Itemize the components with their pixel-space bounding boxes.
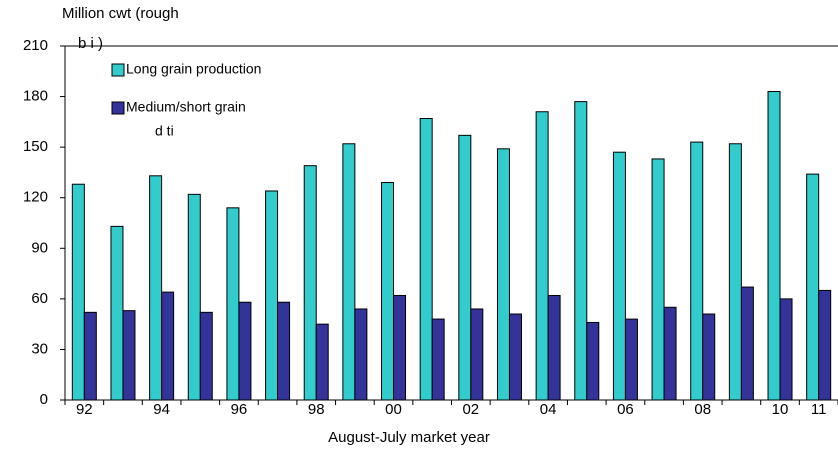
bar	[574, 101, 588, 401]
bar	[740, 286, 754, 401]
y-axis-title-line2: b i )	[78, 35, 103, 52]
y-tick-label: 180	[23, 88, 48, 105]
bar	[393, 294, 407, 401]
bar	[265, 190, 279, 401]
bar	[71, 183, 85, 401]
bar	[728, 143, 742, 401]
bar	[535, 111, 549, 401]
x-tick-label: 08	[694, 401, 711, 418]
bar	[110, 225, 124, 401]
x-tick-label: 94	[153, 401, 170, 418]
x-tick-label: 00	[385, 401, 402, 418]
legend-label: Long grain production	[126, 61, 261, 77]
bar	[702, 313, 716, 401]
y-tick-label: 150	[23, 138, 48, 155]
bar	[303, 165, 317, 401]
bar	[238, 301, 252, 401]
bar	[277, 301, 291, 401]
bar	[354, 308, 368, 401]
x-tick-label: 04	[540, 401, 557, 418]
bar	[431, 318, 445, 401]
bar	[458, 134, 472, 401]
bar	[496, 148, 510, 401]
legend-overflow: d ti	[155, 123, 174, 139]
x-tick-label: 92	[76, 401, 93, 418]
y-tick-label: 210	[23, 37, 48, 54]
bar	[161, 291, 175, 401]
bar	[624, 318, 638, 401]
x-tick-label: 06	[617, 401, 634, 418]
bar	[83, 311, 97, 401]
bar	[381, 182, 395, 401]
x-tick-label: 11	[811, 401, 827, 418]
bar	[767, 91, 781, 401]
bar	[651, 158, 665, 401]
bar	[315, 323, 329, 401]
bar	[690, 141, 704, 401]
bar	[419, 117, 433, 401]
x-tick-label: 10	[772, 401, 789, 418]
bar	[342, 143, 356, 401]
bar	[663, 306, 677, 401]
y-tick-label: 90	[31, 239, 48, 256]
bar	[612, 151, 626, 401]
bar	[508, 313, 522, 401]
bar	[586, 321, 600, 401]
legend-swatch	[111, 63, 125, 77]
bar	[470, 308, 484, 401]
y-tick-label: 60	[31, 290, 48, 307]
legend-swatch	[111, 101, 125, 115]
bar	[226, 207, 240, 401]
y-tick-label: 120	[23, 189, 48, 206]
x-tick-label: 96	[231, 401, 248, 418]
y-tick-label: 30	[31, 340, 48, 357]
bar	[806, 173, 820, 401]
bar	[122, 310, 136, 401]
y-tick-label: 0	[40, 391, 48, 408]
bar	[818, 289, 832, 401]
y-axis-title: Million cwt (rough	[62, 5, 179, 22]
bar	[547, 294, 561, 401]
bar	[149, 175, 163, 401]
x-axis-title: August-July market year	[328, 429, 490, 446]
bar	[779, 298, 793, 401]
legend-label: Medium/short grain	[126, 99, 246, 115]
x-tick-label: 02	[462, 401, 479, 418]
x-tick-label: 98	[308, 401, 325, 418]
bar	[187, 193, 201, 401]
bar	[199, 311, 213, 401]
